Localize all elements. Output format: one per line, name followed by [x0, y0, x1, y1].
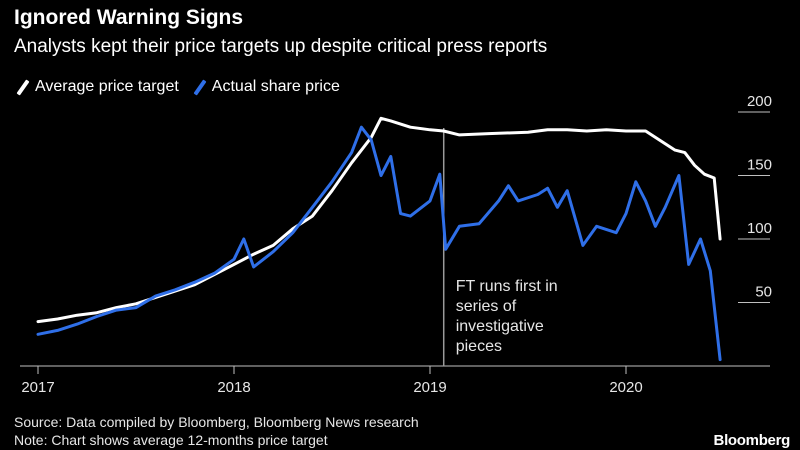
x-tick-label-2017: 2017	[21, 379, 54, 396]
legend-label-price-target: Average price target	[35, 78, 179, 95]
y-tick-label-100: 100	[747, 220, 772, 237]
y-tick-label-150: 150	[747, 157, 772, 174]
chart-subtitle: Analysts kept their price targets up des…	[14, 36, 548, 57]
x-tick-label-2019: 2019	[413, 379, 446, 396]
series-line-share-price	[36, 125, 722, 362]
legend: Average price target Actual share price	[16, 78, 346, 96]
y-tick-label-200: 200	[747, 93, 772, 110]
legend-item-price-target: Average price target	[16, 78, 179, 96]
annotation-text-line-2: investigative	[456, 318, 544, 335]
annotation-text-line-0: FT runs first in	[456, 278, 558, 295]
chart-note: Note: Chart shows average 12-months pric…	[14, 432, 328, 448]
chart-title: Ignored Warning Signs	[14, 6, 244, 29]
legend-item-share-price: Actual share price	[193, 78, 340, 96]
source-note: Source: Data compiled by Bloomberg, Bloo…	[14, 414, 419, 430]
y-tick-label-50: 50	[755, 284, 772, 301]
line-chart: 50 100 150 200 2017 2018 2019 2020 FT runs first…	[20, 93, 772, 396]
x-tick-label-2018: 2018	[217, 379, 250, 396]
series-line-price-target	[36, 116, 722, 324]
bloomberg-logo: Bloomberg	[713, 432, 791, 449]
annotation-text-line-1: series of	[456, 298, 517, 315]
annotation-text-line-3: pieces	[456, 338, 502, 355]
legend-label-share-price: Actual share price	[211, 78, 340, 95]
x-tick-label-2020: 2020	[609, 379, 642, 396]
